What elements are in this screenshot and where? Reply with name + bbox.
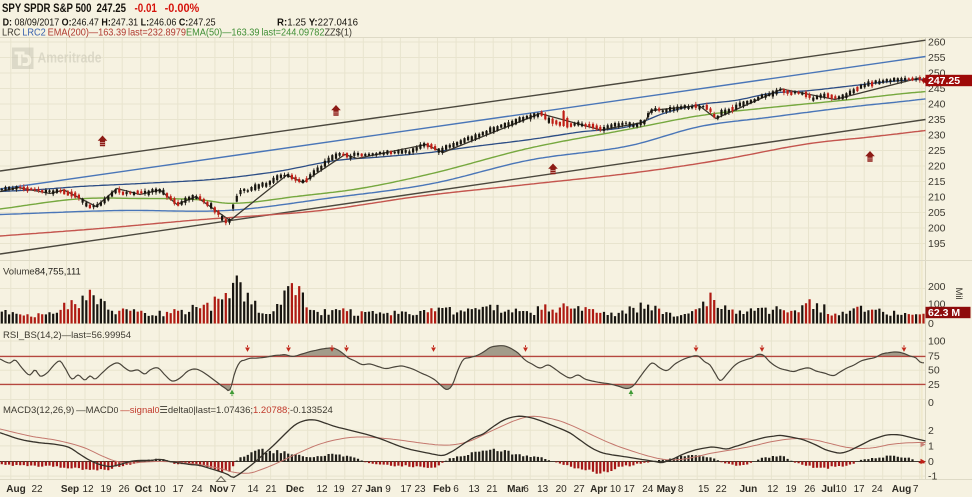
svg-text:Jun: Jun	[740, 484, 758, 495]
svg-text:2: 2	[928, 425, 934, 437]
svg-text:21: 21	[265, 484, 277, 495]
svg-text:24: 24	[191, 484, 203, 495]
svg-text:Feb: Feb	[433, 484, 451, 495]
svg-text:22: 22	[716, 484, 728, 495]
svg-text:220: 220	[928, 161, 946, 173]
svg-text:15: 15	[698, 484, 710, 495]
svg-text:Mar: Mar	[507, 484, 525, 495]
svg-text:22: 22	[31, 484, 43, 495]
svg-text:10: 10	[836, 484, 848, 495]
svg-text:24: 24	[872, 484, 884, 495]
svg-text:9: 9	[385, 484, 391, 495]
svg-text:Aug: Aug	[6, 484, 25, 495]
svg-text:100: 100	[928, 336, 946, 348]
svg-text:Volume84,755,111: Volume84,755,111	[3, 267, 81, 278]
svg-text:6: 6	[453, 484, 459, 495]
svg-text:Nov: Nov	[210, 484, 229, 495]
svg-text:12: 12	[82, 484, 94, 495]
svg-text:Ameritrade: Ameritrade	[38, 51, 102, 67]
svg-text:210: 210	[928, 192, 946, 204]
svg-text:SPY SPDR S&P 500: SPY SPDR S&P 500	[2, 3, 92, 15]
svg-text:247.25: 247.25	[97, 3, 127, 15]
svg-text:13: 13	[468, 484, 480, 495]
svg-text:230: 230	[928, 130, 946, 142]
svg-text:205: 205	[928, 207, 946, 219]
svg-text:23: 23	[414, 484, 426, 495]
svg-text:195: 195	[928, 238, 946, 250]
svg-text:225: 225	[928, 145, 946, 157]
svg-text:17: 17	[624, 484, 636, 495]
svg-text:13: 13	[537, 484, 549, 495]
svg-text:260: 260	[928, 37, 946, 49]
svg-text:25: 25	[928, 379, 940, 391]
svg-text:200: 200	[928, 223, 946, 235]
svg-text:24: 24	[642, 484, 654, 495]
svg-text:17: 17	[853, 484, 865, 495]
svg-text:10: 10	[154, 484, 166, 495]
svg-text:D: 08/09/2017 O:246.47 H:247.3: D: 08/09/2017 O:246.47 H:247.31 L:246.06…	[3, 17, 216, 29]
svg-text:12: 12	[767, 484, 779, 495]
svg-text:Aug: Aug	[892, 484, 911, 495]
svg-text:27: 27	[574, 484, 586, 495]
svg-text:7: 7	[230, 484, 236, 495]
svg-text:Dec: Dec	[286, 484, 305, 495]
svg-text:14: 14	[247, 484, 259, 495]
svg-text:19: 19	[100, 484, 112, 495]
svg-text:0: 0	[928, 397, 934, 409]
svg-text:Jul: Jul	[821, 484, 836, 495]
svg-text:19: 19	[785, 484, 797, 495]
svg-text:R:1.25 Y:227.0416: R:1.25 Y:227.0416	[277, 17, 358, 29]
svg-text:75: 75	[928, 351, 940, 363]
svg-text:8: 8	[678, 484, 684, 495]
svg-text:LRC LRC2 EMA(200)—163.39 last=: LRC LRC2 EMA(200)—163.39 last=232.8979EM…	[2, 28, 352, 39]
svg-text:-0.00%: -0.00%	[165, 3, 200, 15]
svg-text:255: 255	[928, 52, 946, 64]
svg-text:MACD3(12,26,9) —MACD0 —signal0: MACD3(12,26,9) —MACD0 —signal0☰delta0|la…	[3, 405, 333, 416]
svg-text:RSI_BS(14,2)—last=56.99954: RSI_BS(14,2)—last=56.99954	[3, 330, 131, 341]
svg-text:215: 215	[928, 176, 946, 188]
svg-text:17: 17	[172, 484, 184, 495]
svg-text:6: 6	[523, 484, 529, 495]
svg-text:May: May	[657, 484, 677, 495]
svg-text:19: 19	[333, 484, 345, 495]
svg-text:-1: -1	[928, 471, 937, 483]
svg-text:240: 240	[928, 99, 946, 111]
svg-text:200: 200	[928, 281, 946, 293]
svg-text:Jan: Jan	[365, 484, 382, 495]
svg-text:0: 0	[928, 318, 934, 330]
svg-text:0: 0	[928, 456, 934, 468]
svg-text:17: 17	[400, 484, 412, 495]
svg-text:21: 21	[486, 484, 498, 495]
svg-text:Oct: Oct	[135, 484, 152, 495]
svg-text:Apr: Apr	[590, 484, 607, 495]
svg-text:-0.01: -0.01	[135, 3, 158, 15]
svg-text:Sep: Sep	[61, 484, 79, 495]
svg-text:20: 20	[556, 484, 568, 495]
svg-text:247.25: 247.25	[928, 75, 960, 87]
svg-text:27: 27	[351, 484, 363, 495]
svg-text:12: 12	[316, 484, 328, 495]
svg-text:50: 50	[928, 365, 940, 377]
svg-text:1: 1	[928, 440, 934, 452]
svg-text:235: 235	[928, 114, 946, 126]
svg-text:Mil: Mil	[953, 288, 964, 300]
svg-text:62.3 M: 62.3 M	[928, 307, 960, 319]
svg-text:10: 10	[610, 484, 622, 495]
svg-text:26: 26	[804, 484, 816, 495]
svg-text:7: 7	[913, 484, 919, 495]
svg-text:26: 26	[118, 484, 130, 495]
